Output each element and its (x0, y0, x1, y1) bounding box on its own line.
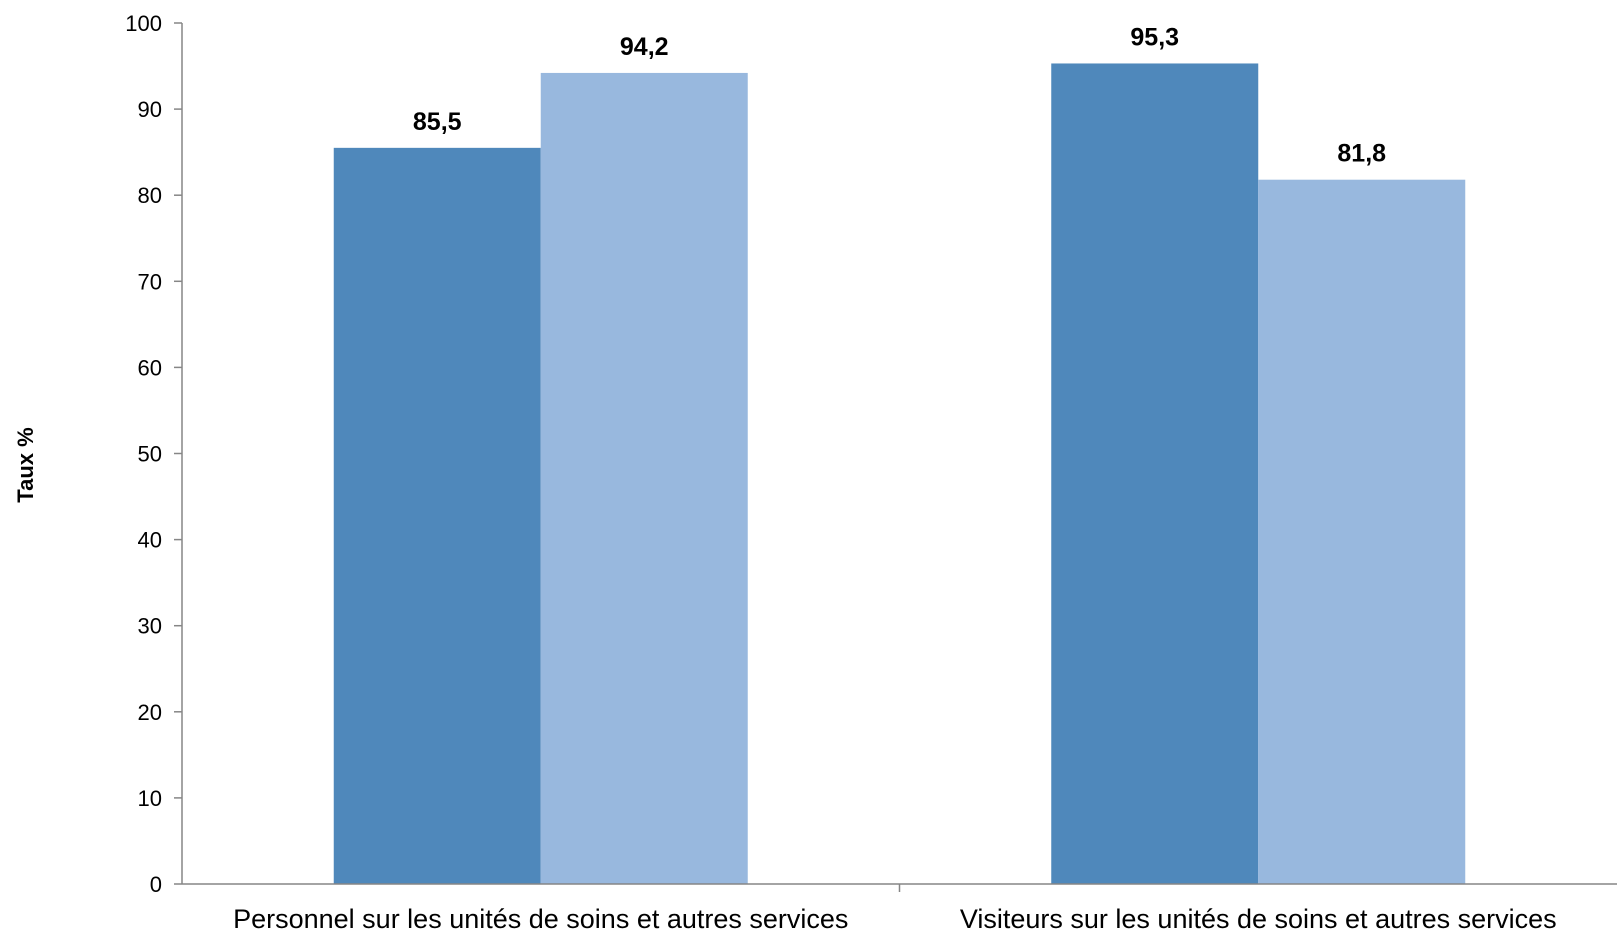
y-tick-label: 40 (138, 528, 162, 553)
bar (1051, 63, 1259, 885)
y-tick-label: 100 (125, 11, 162, 36)
x-axis-category-labels: Personnel sur les unités de soins et aut… (233, 904, 1557, 930)
y-tick-label: 50 (138, 442, 162, 467)
bar (540, 72, 748, 885)
x-category-label: Visiteurs sur les unités de soins et aut… (960, 904, 1557, 930)
bar (333, 147, 541, 885)
bar-series (333, 63, 1466, 885)
bar-value-label: 85,5 (413, 108, 462, 136)
y-axis-title-group: Taux % (13, 427, 38, 502)
y-tick-label: 60 (138, 355, 162, 380)
y-axis-ticks: 0 10 20 30 40 50 60 70 80 90 100 (125, 11, 182, 897)
axes (181, 23, 1617, 892)
y-tick-label: 0 (150, 872, 162, 897)
y-tick-label: 90 (138, 97, 162, 122)
bar-value-label: 95,3 (1130, 23, 1179, 51)
x-category-label: Personnel sur les unités de soins et aut… (233, 904, 848, 930)
y-tick-label: 20 (138, 700, 162, 725)
y-axis-title: Taux % (13, 427, 38, 502)
bar (1258, 179, 1466, 884)
bar-value-label: 81,8 (1337, 140, 1386, 168)
y-tick-label: 80 (138, 183, 162, 208)
bar-value-label: 94,2 (620, 33, 669, 61)
y-tick-label: 70 (138, 269, 162, 294)
y-tick-label: 30 (138, 614, 162, 639)
y-tick-label: 10 (138, 786, 162, 811)
data-labels: 85,5 94,2 95,3 81,8 (413, 23, 1386, 167)
